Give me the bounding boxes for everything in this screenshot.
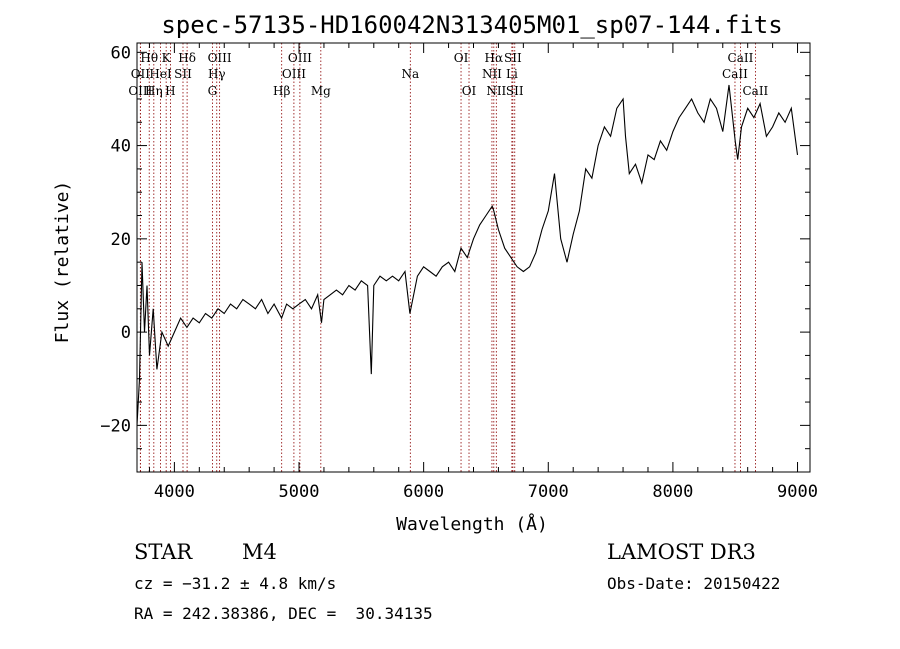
coordinates: RA = 242.38386, DEC = 30.34135 [134, 604, 433, 623]
object-class: STAR [134, 540, 193, 564]
axis-ticks: 4000 5000 6000 7000 8000 9000 −20 0 20 40 60 [100, 43, 818, 502]
x-tick-label: 9000 [777, 482, 818, 502]
y-tick-label: 20 [111, 230, 131, 250]
spectral-line-label: Mg [311, 84, 331, 98]
spectral-line-label: OIII [128, 84, 152, 98]
plot-frame [136, 42, 811, 473]
spectral-line-label: Li [506, 67, 518, 81]
x-tick-label: 8000 [652, 482, 693, 502]
spectral-line-label: OI [462, 84, 477, 98]
survey-name: LAMOST DR3 [607, 540, 756, 564]
spectral-line-label: HeI [149, 67, 172, 81]
y-tick-label: 40 [111, 137, 131, 157]
spectral-line-label: Na [401, 67, 419, 81]
observation-date: Obs-Date: 20150422 [607, 574, 781, 593]
spectral-line-label: OIII [288, 51, 312, 65]
spectral-line-label: OIII [208, 51, 232, 65]
spectral-line-label: Hγ [208, 67, 226, 81]
spectral-line-label: Hβ [273, 84, 290, 98]
spectrum-line [136, 84, 799, 426]
x-tick-label: 6000 [403, 482, 444, 502]
x-tick-label: 7000 [528, 482, 569, 502]
redshift-cz: cz = −31.2 ± 4.8 km/s [134, 574, 337, 593]
spectral-line-label: NII [486, 84, 506, 98]
y-tick-label: 60 [111, 43, 131, 63]
spectral-line-label: NII [482, 67, 502, 81]
chart-title: spec-57135-HD160042N313405M01_sp07-144.f… [161, 11, 782, 39]
spectral-line-label: H [165, 84, 175, 98]
spectral-line-label: CaII [728, 51, 754, 65]
spectral-line-label: Hδ [178, 51, 196, 65]
x-axis-label: Wavelength (Å) [396, 513, 548, 535]
spectral-line-label: Hθ [140, 51, 158, 65]
spectral-line-labels: Hθ OII OIII K HeI Hη H Hδ SII OIII Hγ G Hβ OIII OIII Mg… [128, 51, 768, 98]
spectral-line-label: OII [131, 67, 151, 81]
y-axis-label: Flux (relative) [52, 181, 73, 344]
x-tick-label: 4000 [154, 482, 195, 502]
spectral-line-label: SII [504, 51, 522, 65]
spectral-line-label: G [208, 84, 218, 98]
object-subclass: M4 [242, 540, 277, 564]
spectral-line-label: SII [506, 84, 524, 98]
spectral-line-label: CaII [742, 84, 768, 98]
spectral-line-label: Hη [145, 84, 163, 98]
spectral-line-label: OIII [282, 67, 306, 81]
y-tick-label: 0 [121, 323, 131, 343]
spectral-line-label: Hα [485, 51, 504, 65]
spectral-line-markers [139, 43, 756, 472]
spectral-line-label: CaII [722, 67, 748, 81]
spectral-line-label: K [162, 51, 172, 65]
x-tick-label: 5000 [279, 482, 320, 502]
y-tick-label: −20 [100, 416, 131, 436]
spectral-line-label: OI [454, 51, 469, 65]
spectral-line-label: SII [174, 67, 192, 81]
